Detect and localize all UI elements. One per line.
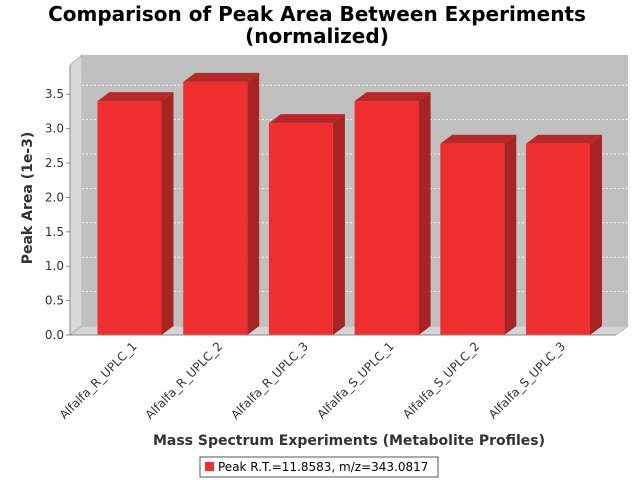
plot-left-wall [69, 54, 83, 336]
bar-front [440, 143, 505, 335]
bar-side [247, 72, 260, 335]
x-tick-label: Alfalfa_R_UPLC_3 [228, 339, 311, 422]
y-tick-label: 3.5 [45, 87, 64, 101]
bar-front [97, 101, 162, 335]
y-tick-label: 1.0 [45, 259, 64, 273]
bar-side [504, 134, 517, 335]
bar [97, 92, 174, 335]
plot-area: 0.0 0.5 1.0 1.5 2.0 2.5 3.0 3.5 Alfalfa_R_UPLC_… [45, 54, 629, 422]
legend: Peak R.T.=11.8583, m/z=343.0817 [199, 456, 439, 478]
y-tick-label: 2.0 [45, 190, 64, 204]
bar-side [590, 134, 602, 335]
bar-front [354, 101, 419, 335]
bar-front [183, 81, 248, 335]
bar [354, 92, 431, 335]
bar-top [268, 114, 345, 124]
bar [440, 134, 517, 335]
chart-title: Comparison of Peak Area Between Experime… [48, 2, 586, 26]
x-axis-label: Mass Spectrum Experiments (Metabolite Pr… [153, 433, 545, 449]
x-tick-label: Alfalfa_R_UPLC_1 [57, 339, 140, 422]
y-tick-label: 2.5 [45, 156, 64, 170]
legend-box [199, 456, 439, 478]
x-tick-label: Alfalfa_S_UPLC_3 [486, 339, 568, 421]
bar [183, 72, 260, 335]
y-axis-ticks: 0.0 0.5 1.0 1.5 2.0 2.5 3.0 3.5 [45, 87, 70, 342]
chart-subtitle: (normalized) [245, 24, 389, 48]
bar-side [418, 92, 431, 335]
bar-front [526, 143, 590, 335]
x-tick-label: Alfalfa_S_UPLC_1 [314, 339, 396, 421]
bar-front [268, 123, 333, 335]
y-axis-label: Peak Area (1e-3) [20, 132, 36, 265]
bars [97, 72, 602, 335]
bar-top [354, 92, 431, 102]
bar-side [332, 114, 345, 335]
y-tick-label: 3.0 [45, 122, 64, 136]
bar-top [440, 134, 517, 144]
legend-swatch [205, 462, 214, 471]
bar [526, 134, 602, 335]
bar-top [183, 72, 260, 82]
legend-label: Peak R.T.=11.8583, m/z=343.0817 [218, 460, 428, 474]
y-tick-label: 1.5 [45, 225, 64, 239]
bar-top [526, 134, 602, 144]
x-axis-ticks: Alfalfa_R_UPLC_1 Alfalfa_R_UPLC_2 Alfalfa_… [57, 339, 568, 422]
y-tick-label: 0.5 [45, 294, 64, 308]
x-tick-label: Alfalfa_R_UPLC_2 [143, 339, 226, 422]
bar-top [97, 92, 174, 102]
x-tick-label: Alfalfa_S_UPLC_2 [400, 339, 482, 421]
y-tick-label: 0.0 [45, 328, 64, 342]
bar [268, 114, 345, 335]
bar-side [161, 92, 174, 335]
